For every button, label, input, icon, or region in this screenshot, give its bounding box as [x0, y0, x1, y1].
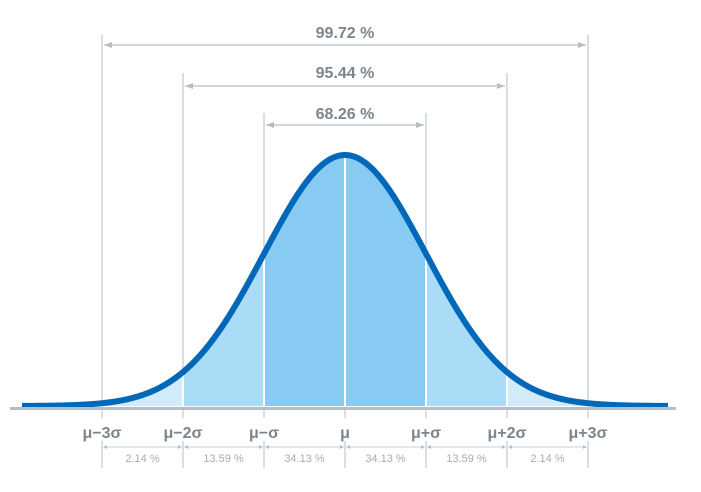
tick-label-1: μ−2σ	[164, 425, 203, 442]
area-segment-5	[507, 372, 588, 406]
segment-label-4: 13.59 %	[446, 453, 487, 465]
segment-label-2: 34.13 %	[284, 453, 325, 465]
segment-label-1: 13.59 %	[203, 453, 244, 465]
segment-label-5: 2.14 %	[530, 453, 564, 465]
area-segment-3	[345, 155, 426, 406]
tick-label-4: μ+σ	[411, 425, 441, 442]
segment-label-0: 2.14 %	[125, 453, 159, 465]
tick-label-0: μ−3σ	[83, 425, 122, 442]
tick-label-3: μ	[340, 425, 350, 442]
range-label-1: 95.44 %	[316, 65, 375, 82]
tick-label-6: μ+3σ	[569, 425, 608, 442]
segment-label-3: 34.13 %	[365, 453, 406, 465]
range-label-0: 68.26 %	[316, 106, 375, 123]
bell-curve	[20, 152, 670, 409]
range-label-2: 99.72 %	[316, 25, 375, 42]
area-segment-0	[102, 372, 183, 406]
area-segment-2	[264, 155, 345, 406]
tick-label-5: μ+2σ	[488, 425, 527, 442]
tick-label-2: μ−σ	[249, 425, 279, 442]
